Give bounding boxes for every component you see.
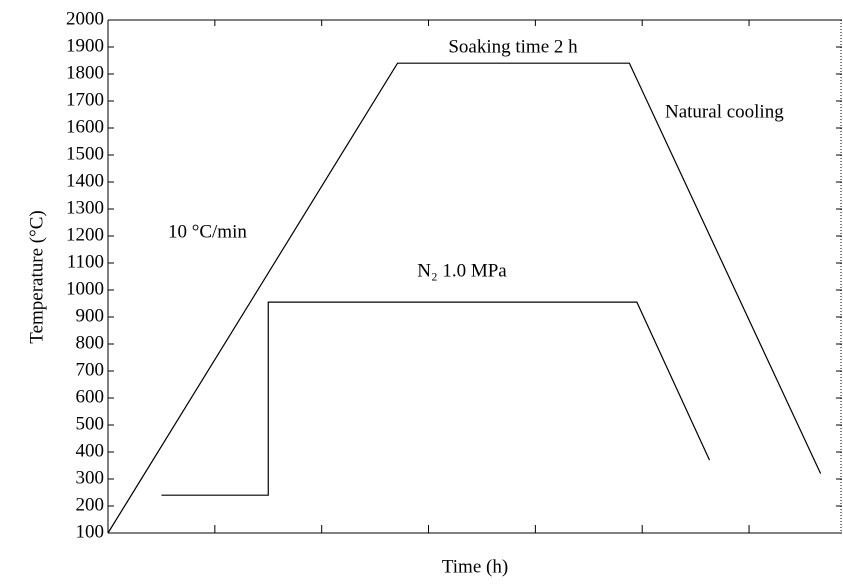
series-line (108, 63, 821, 533)
y-tick-label: 200 (76, 494, 105, 515)
y-tick-label: 300 (76, 467, 105, 488)
annotation: N₂ 1.0 MPa (417, 260, 507, 281)
y-tick-label: 700 (76, 359, 105, 380)
y-tick-label: 1500 (66, 143, 104, 164)
y-tick-label: 1200 (66, 224, 104, 245)
y-tick-label: 100 (76, 521, 105, 542)
y-tick-label: 1900 (66, 35, 104, 56)
y-tick-label: 900 (76, 305, 105, 326)
y-tick-label: 1400 (66, 170, 104, 191)
y-tick-label: 1000 (66, 278, 104, 299)
y-axis-label: Temperature (°C) (26, 210, 47, 343)
chart: Temperature (°C) Time (h) 100 200 300 400 50… (0, 0, 843, 584)
annotation: Soaking time 2 h (448, 36, 578, 57)
y-tick-label: 500 (76, 413, 105, 434)
y-tick-label: 1100 (67, 251, 104, 272)
y-tick-label: 1700 (66, 89, 104, 110)
y-tick-label: 400 (76, 440, 105, 461)
annotation: Natural cooling (665, 101, 784, 122)
y-tick-label: 1800 (66, 62, 104, 83)
y-tick-label: 600 (76, 386, 105, 407)
x-axis-label: Time (h) (442, 556, 508, 577)
y-tick-label: 800 (76, 332, 105, 353)
annotation: 10 °C/min (168, 221, 247, 242)
y-tick-label: 1300 (66, 197, 104, 218)
series-line (161, 302, 709, 495)
y-tick-label: 2000 (66, 8, 104, 29)
y-tick-label: 1600 (66, 116, 104, 137)
